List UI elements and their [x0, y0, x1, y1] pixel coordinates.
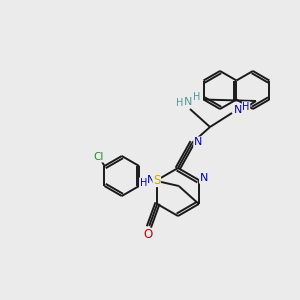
Text: H: H [176, 98, 184, 108]
Text: N: N [200, 173, 208, 183]
Text: N: N [184, 97, 192, 107]
Text: N: N [234, 105, 242, 115]
Text: Cl: Cl [93, 152, 104, 162]
Text: H: H [140, 178, 147, 188]
Text: S: S [153, 173, 160, 187]
Text: H: H [193, 92, 201, 102]
Text: O: O [144, 229, 153, 242]
Text: N: N [194, 137, 202, 147]
Text: H: H [242, 102, 250, 112]
Text: N: N [147, 175, 155, 185]
